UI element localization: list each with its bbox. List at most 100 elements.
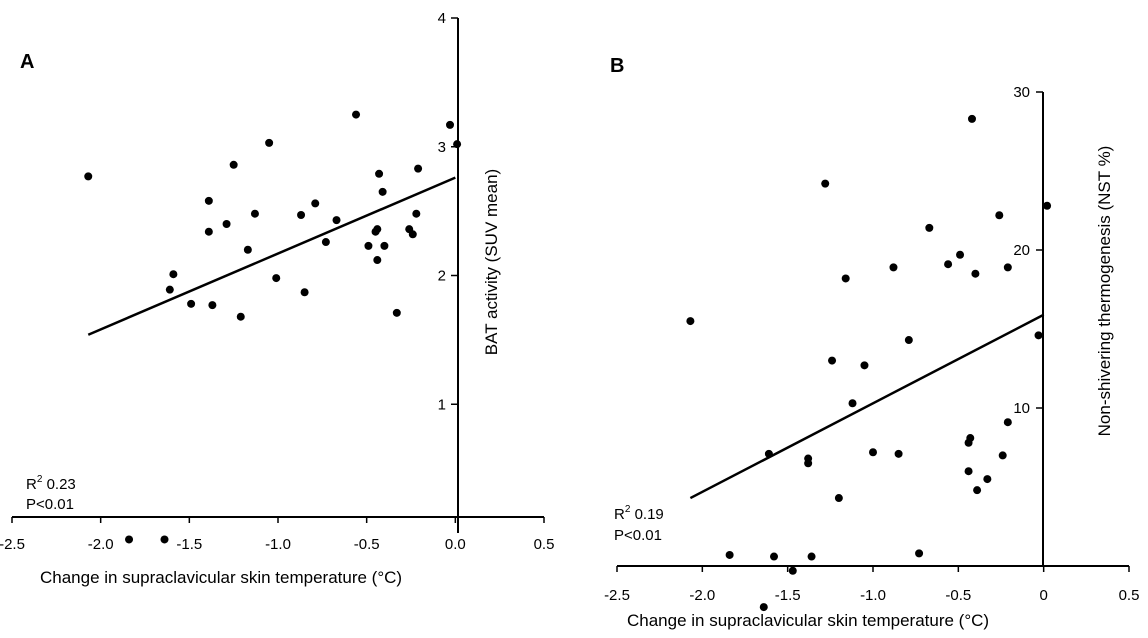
panel-b-data-point	[973, 486, 982, 495]
panel-b-data-point	[894, 449, 903, 458]
panel-a-data-point	[222, 220, 231, 228]
panel-b-data-point	[904, 336, 913, 345]
panel-a-x-tick-label: -1.0	[265, 536, 291, 553]
panel-a-data-point	[332, 216, 341, 225]
panel-a-data-point	[204, 227, 213, 236]
panel-b-data-point	[967, 114, 976, 123]
panel-b-data-point	[1034, 331, 1043, 340]
panel-a-r-squared-label: R2 0.23	[26, 474, 76, 493]
panel-a-y-tick-label: 3	[438, 139, 446, 156]
panel-a-regression-line	[87, 176, 456, 336]
panel-b-x-tick-label: -2.0	[689, 587, 715, 604]
panel-a-data-point	[84, 172, 93, 181]
panel-label-a: A	[20, 51, 34, 73]
panel-b-x-axis-title: Change in supraclavicular skin temperatu…	[627, 611, 989, 630]
panel-a-data-point	[125, 535, 134, 544]
panel-b-data-point	[759, 603, 768, 612]
panel-b-data-point	[821, 179, 830, 188]
panel-b-y-tick-label: 10	[1013, 400, 1030, 417]
panel-a-data-point	[446, 120, 455, 129]
panel-a-data-point	[373, 225, 382, 234]
panel-b-y-axis-title: Non-shivering thermogenesis (NST %)	[1095, 146, 1114, 437]
panel-b-x-tick-label: -0.5	[945, 587, 971, 604]
panel-a-data-point	[208, 301, 217, 310]
panel-a-y-axis-title: BAT activity (SUV mean)	[482, 169, 501, 355]
panel-a-x-tick-label: -2.5	[0, 536, 25, 553]
panel-a: A -2.5 -2.0 -1.5 -1.0 -0.5 0.0 0.5 1 2 3 4 Change i…	[0, 10, 554, 587]
panel-b-data-point	[828, 356, 837, 365]
panel-b-y-tick-label: 30	[1013, 84, 1030, 101]
panel-b-x-tick-label: -1.0	[860, 587, 886, 604]
panel-a-data-point	[169, 270, 178, 279]
panel-a-data-point	[414, 164, 423, 173]
panel-a-data-point	[250, 209, 259, 218]
panel-b-data-point	[998, 451, 1007, 460]
panel-a-data-point	[229, 160, 238, 169]
panel-b-x-tick-label: -2.5	[604, 587, 630, 604]
panel-b-data-point	[770, 552, 779, 561]
panel-b-data-point	[860, 361, 869, 370]
panel-b-data-point	[841, 274, 850, 283]
panel-b-data-point	[956, 250, 965, 259]
panel-a-data-point	[375, 169, 384, 178]
panel-b-y-tick-label: 20	[1013, 242, 1030, 259]
panel-b-data-point	[995, 211, 1004, 220]
panel-b-x-tick-label: 0.5	[1119, 587, 1140, 604]
panel-a-data-point	[364, 241, 373, 250]
panel-a-data-point	[373, 256, 382, 265]
panel-a-x-tick-label: 0.0	[445, 536, 466, 553]
panel-b-data-point	[966, 434, 975, 443]
panel-a-data-point	[392, 308, 401, 317]
panel-a-data-point	[352, 110, 361, 119]
panel-b-data-point	[807, 552, 816, 561]
panel-a-data-point	[165, 285, 174, 294]
panel-a-data-point	[160, 535, 169, 544]
panel-b-data-point	[915, 549, 924, 558]
panel-a-data-point	[243, 245, 252, 254]
panel-label-b: B	[610, 55, 624, 77]
panel-b-data-point	[889, 263, 898, 272]
panel-b-data-point	[1043, 201, 1052, 210]
panel-a-data-point	[187, 299, 196, 308]
panel-a-x-axis-title: Change in supraclavicular skin temperatu…	[40, 568, 402, 587]
panel-b-data-point	[944, 260, 953, 269]
panel-b-p-value-label: P<0.01	[614, 527, 662, 544]
panel-a-data-point	[321, 238, 330, 247]
panel-a-data-point	[236, 312, 245, 321]
panel-a-data-point	[378, 187, 387, 196]
panel-b-x-tick-label: 0	[1039, 587, 1047, 604]
panel-a-p-value-label: P<0.01	[26, 496, 74, 513]
panel-b-data-point	[834, 494, 843, 503]
panel-b-data-point	[1003, 418, 1012, 427]
panel-a-data-point	[311, 199, 320, 208]
panel-b-data-point	[848, 399, 857, 408]
panel-a-data-point	[380, 241, 389, 250]
panel-b-data-point	[964, 467, 973, 476]
panel-a-data-point	[297, 210, 306, 219]
panel-a-data-point	[265, 138, 274, 147]
panel-b-data-point	[788, 566, 797, 575]
panel-a-data-point	[272, 274, 281, 283]
panel-a-x-tick-label: 0.5	[534, 536, 555, 553]
panel-a-data-point	[453, 140, 462, 149]
panel-b-data-point	[925, 223, 934, 232]
panel-b-data-point	[1003, 263, 1012, 272]
panel-a-data-point	[412, 209, 421, 218]
panel-a-y-tick-label: 4	[438, 10, 446, 27]
panel-b-r-squared-label: R2 0.19	[614, 504, 664, 523]
panel-a-x-tick-label: -2.0	[88, 536, 114, 553]
panel-a-data-point	[408, 230, 417, 239]
panel-b-x-tick-label: -1.5	[775, 587, 801, 604]
panel-a-x-tick-label: -0.5	[354, 536, 380, 553]
panel-a-y-tick-label: 1	[438, 396, 446, 413]
panel-b-data-point	[686, 317, 695, 326]
panel-b-data-point	[869, 448, 877, 457]
panel-b-data-point	[725, 550, 734, 559]
panel-a-x-tick-label: -1.5	[176, 536, 202, 553]
panel-b-data-point	[983, 475, 992, 484]
panel-b-data-point	[971, 269, 980, 278]
panel-b: B -2.5 -2.0 -1.5 -1.0 -0.5 0 0.5 10 20 30 Change i…	[604, 55, 1139, 630]
panel-a-data-point	[300, 288, 309, 297]
panel-b-data-point	[804, 459, 813, 468]
